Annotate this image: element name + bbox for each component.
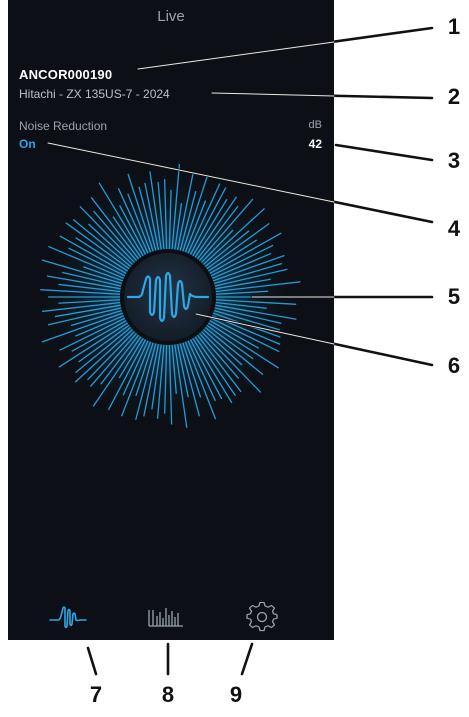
visualizer-ray xyxy=(71,320,127,352)
callout-9: 9 xyxy=(229,682,243,707)
visualizer-ray xyxy=(171,344,177,394)
visualizer-ray xyxy=(59,317,126,351)
visualizer-ray xyxy=(74,328,134,383)
visualizer-ray xyxy=(58,299,121,304)
callout-line-3 xyxy=(334,143,434,162)
visualizer-ray xyxy=(59,235,127,274)
callout-7: 7 xyxy=(89,682,103,707)
visualizer-ray xyxy=(215,290,269,295)
visualizer-ray xyxy=(75,326,132,374)
bar-chart-icon xyxy=(148,608,183,627)
visualizer-ray xyxy=(41,301,121,313)
visualizer-ray xyxy=(89,332,138,388)
visualizer-ray xyxy=(78,324,130,363)
visualizer-ray xyxy=(215,301,267,309)
bottom-tab-bar xyxy=(8,598,334,640)
visualizer-ray xyxy=(41,312,124,343)
visualizer-ray xyxy=(75,237,128,272)
visualizer-ray xyxy=(187,340,217,402)
callout-2: 2 xyxy=(447,84,461,109)
screen-title: Live xyxy=(157,8,185,25)
visualizer-ray xyxy=(156,344,165,419)
tab-live[interactable] xyxy=(46,602,90,632)
visualizer-ray xyxy=(118,337,144,379)
visualizer-ray xyxy=(208,239,257,272)
visualizer-ray xyxy=(151,344,162,410)
visualizer-ray xyxy=(83,266,124,282)
visualizer-ray xyxy=(72,218,132,268)
visualizer-ray xyxy=(215,281,301,293)
visualizer-ray xyxy=(204,230,250,268)
visualizer-ray xyxy=(47,307,122,326)
visualizer-ray xyxy=(58,283,121,293)
callout-line-9 xyxy=(240,642,254,676)
visualizer-ray xyxy=(75,315,125,337)
visualizer-ray xyxy=(100,334,140,385)
visualizer-ray xyxy=(40,289,121,295)
visualizer-ray xyxy=(87,330,136,381)
visualizer-ray xyxy=(120,341,152,417)
visualizer-ray xyxy=(213,262,283,285)
visualizer-ray xyxy=(68,247,126,277)
waveform-icon xyxy=(49,606,87,629)
callout-1: 1 xyxy=(447,14,461,39)
callout-4: 4 xyxy=(447,216,461,241)
visualizer-ray xyxy=(209,232,282,274)
visualizer-ray xyxy=(107,339,147,411)
visualizer-ray xyxy=(112,216,142,258)
callout-6: 6 xyxy=(447,353,461,378)
visualizer-ray xyxy=(200,229,234,264)
visualizer-ray xyxy=(212,254,285,282)
visualizer-ray xyxy=(88,223,134,266)
machine-model: Hitachi - ZX 135US-7 - 2024 xyxy=(19,87,170,101)
machine-id: ANCOR000190 xyxy=(19,67,113,82)
visualizer-ray xyxy=(168,344,173,425)
tab-history[interactable] xyxy=(144,602,188,632)
visualizer-ray xyxy=(215,299,297,305)
visualizer-ray xyxy=(211,252,272,279)
visualizer-ray xyxy=(58,322,128,368)
visualizer-ray xyxy=(70,309,123,327)
visualizer-ray xyxy=(182,342,202,398)
visualizer-ray xyxy=(164,344,168,414)
visualizer-ray xyxy=(54,304,121,318)
visualizer-ray xyxy=(215,278,271,290)
visualizer-ray xyxy=(135,343,157,420)
visualizer-ray xyxy=(176,343,189,398)
tab-settings[interactable] xyxy=(240,602,284,632)
visualizer-ray xyxy=(214,268,288,287)
visualizer-ray xyxy=(48,245,125,279)
decibel-value: 42 xyxy=(308,137,322,151)
visualizer-center[interactable] xyxy=(120,249,216,345)
visualizer-ray xyxy=(62,271,122,287)
visualizer-ray xyxy=(143,343,160,417)
gear-icon xyxy=(246,602,278,632)
visualizer-ray xyxy=(41,259,123,285)
visualizer-ray xyxy=(92,336,142,407)
visualizer-ray xyxy=(122,340,149,396)
visualizer-ray xyxy=(206,222,270,270)
visualizer-ray xyxy=(210,244,274,277)
callout-3: 3 xyxy=(447,148,461,173)
visualizer-ray xyxy=(184,341,217,420)
visualizer-ray xyxy=(174,344,188,428)
waveform-icon xyxy=(126,271,210,323)
decibel-label: dB xyxy=(308,119,322,131)
visualizer-ray xyxy=(46,275,121,290)
callout-5: 5 xyxy=(447,284,461,309)
callout-line-7 xyxy=(86,646,98,676)
visualizer-ray xyxy=(135,342,154,397)
visualizer-ray xyxy=(179,343,201,417)
sound-visualizer xyxy=(38,164,301,428)
noise-reduction-value[interactable]: On xyxy=(19,137,36,151)
noise-reduction-label: Noise Reduction xyxy=(19,119,108,133)
callout-8: 8 xyxy=(161,682,175,707)
app-screen: Live ANCOR000190 Hitachi - ZX 135US-7 - … xyxy=(8,0,334,640)
visualizer-ray xyxy=(65,222,130,270)
